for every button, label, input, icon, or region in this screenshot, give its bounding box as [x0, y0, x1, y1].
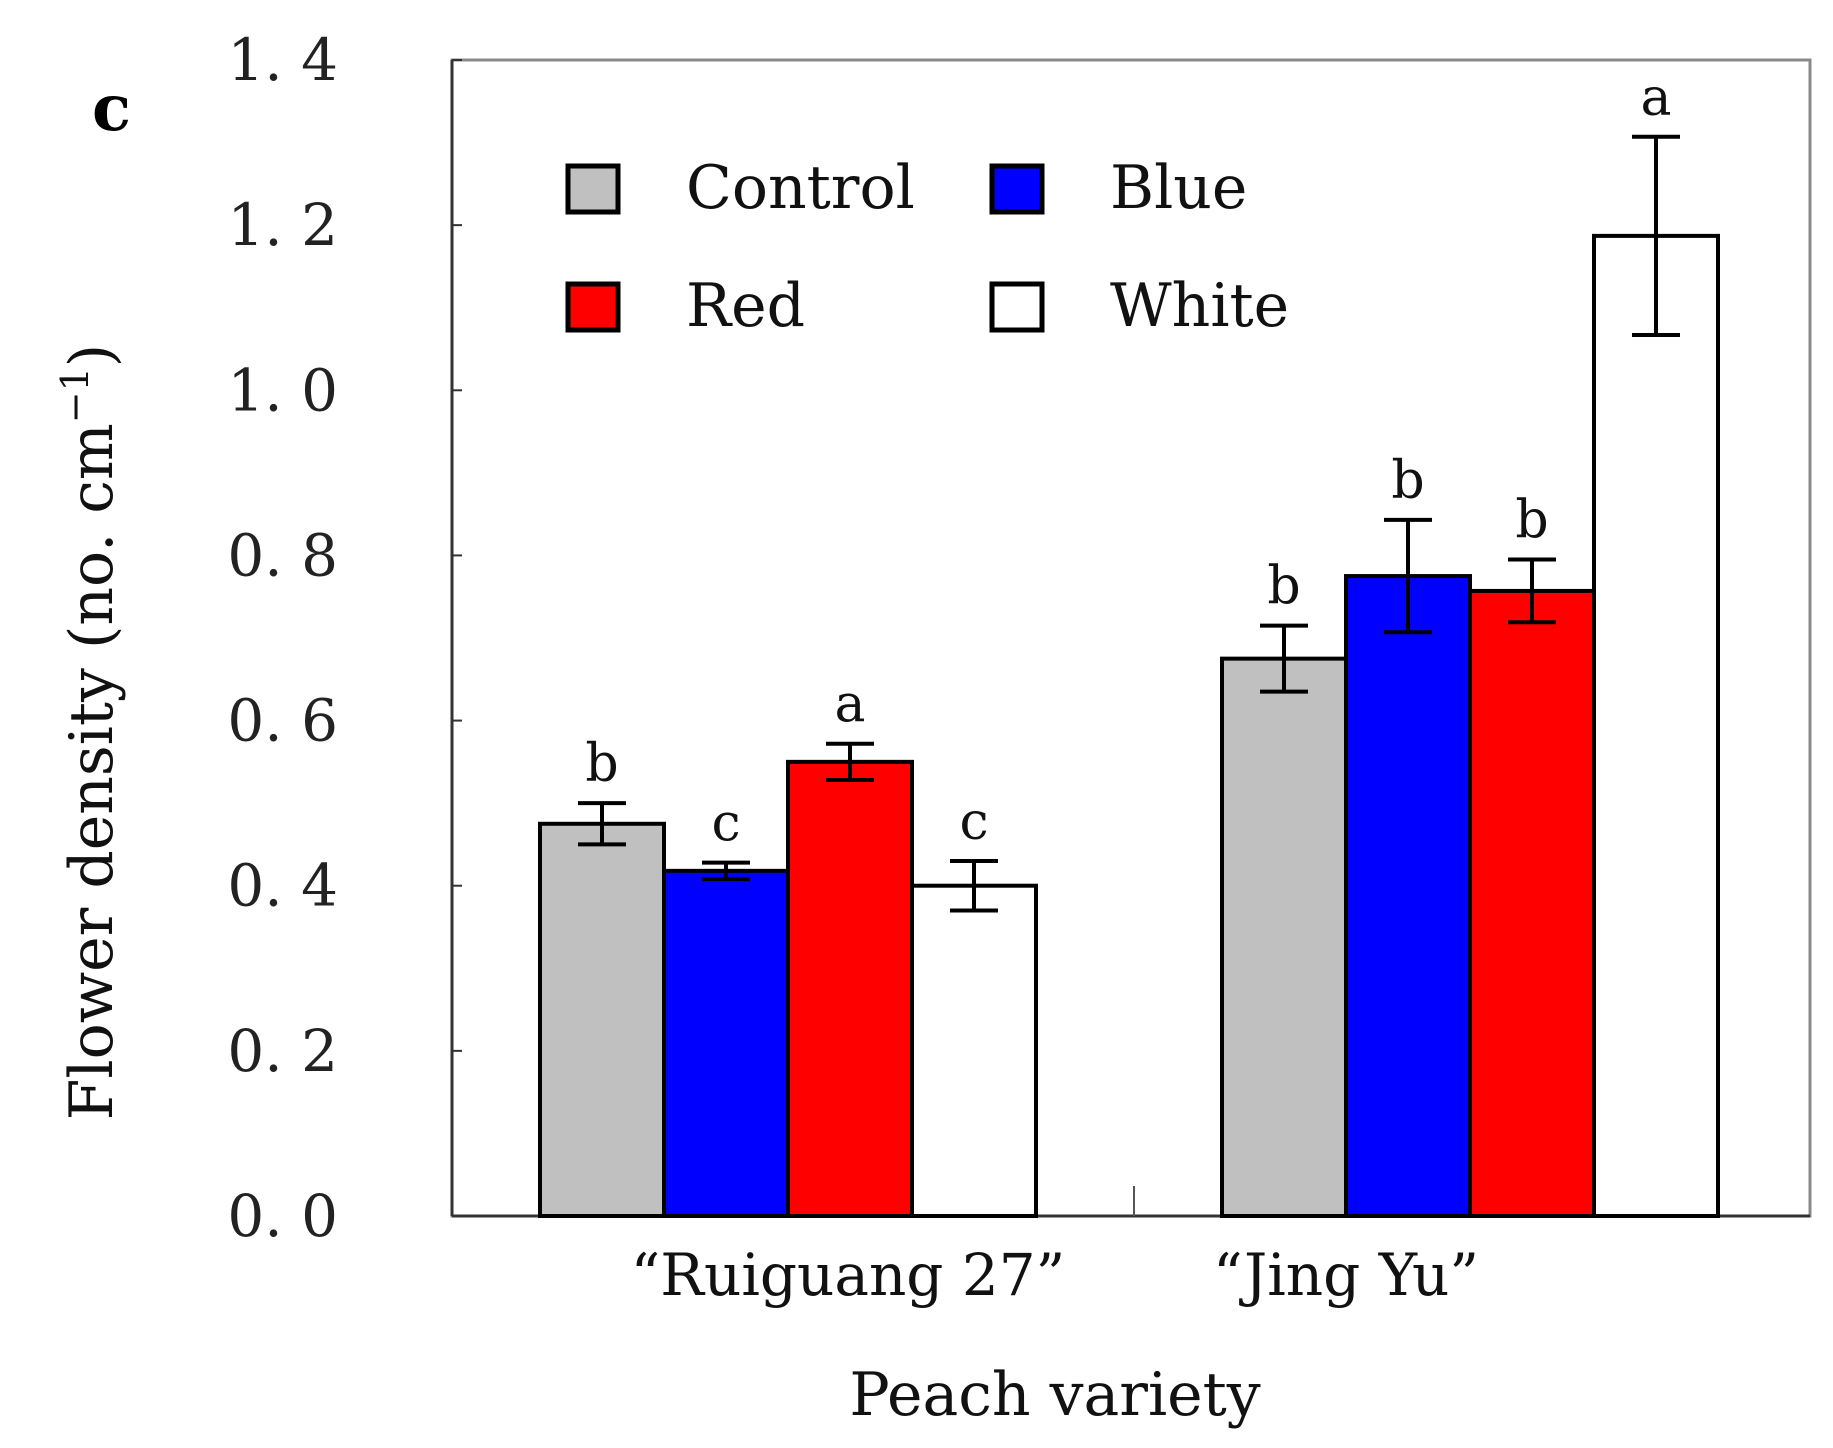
panel-label: c	[92, 71, 131, 146]
significance-letter: a	[1640, 68, 1671, 128]
significance-letter: b	[1267, 557, 1300, 617]
legend-label: Blue	[1110, 153, 1247, 223]
legend-swatch	[989, 163, 1045, 215]
x-axis-title: Peach variety	[849, 1360, 1260, 1430]
significance-letter: b	[1515, 491, 1548, 551]
bar	[662, 868, 790, 1218]
y-axis-title-main: Flower density (no. cm	[57, 423, 127, 1120]
y-axis-title-superscript: −1	[53, 367, 97, 423]
bar	[1220, 656, 1348, 1218]
y-tick-label: 0. 2	[227, 1017, 338, 1085]
legend-label: White	[1110, 271, 1289, 341]
legend: Control Blue Red White	[565, 153, 1289, 341]
y-tick-label: 0. 8	[227, 521, 338, 589]
x-category-label: “Jing Yu”	[1213, 1241, 1479, 1309]
bar	[910, 883, 1038, 1218]
legend-label: Control	[686, 153, 915, 223]
bar	[1592, 233, 1720, 1218]
bar	[1344, 574, 1472, 1218]
y-tick-label: 1. 0	[227, 356, 338, 424]
bar	[786, 759, 914, 1218]
bar	[1468, 588, 1596, 1218]
legend-swatch	[565, 163, 621, 215]
significance-letter: a	[834, 675, 865, 735]
y-tick-label: 0. 6	[227, 687, 338, 755]
legend-swatch	[565, 281, 621, 333]
legend-label: Red	[686, 271, 805, 341]
y-axis-title-text: Flower density (no. cm−1)	[53, 344, 127, 1120]
significance-letter: b	[585, 734, 618, 794]
significance-letter: c	[959, 792, 988, 852]
bar	[538, 821, 666, 1218]
significance-letter: b	[1391, 451, 1424, 511]
y-tick-label: 1. 2	[227, 191, 338, 259]
y-tick-label: 0. 0	[227, 1182, 338, 1250]
y-axis-title: Flower density (no. cm−1)	[53, 344, 127, 1120]
x-category-label: “Ruiguang 27”	[631, 1241, 1066, 1309]
plot-area: 0. 0 0. 2 0. 4 0. 6 0. 8 1. 0 1. 2 1. 4 b c a c b b b a…	[227, 26, 1812, 1309]
y-tick-label: 1. 4	[227, 26, 338, 94]
y-tick-label: 0. 4	[227, 852, 338, 920]
significance-letter: c	[711, 794, 740, 854]
y-axis-title-close: )	[57, 344, 127, 367]
legend-swatch	[989, 281, 1045, 333]
